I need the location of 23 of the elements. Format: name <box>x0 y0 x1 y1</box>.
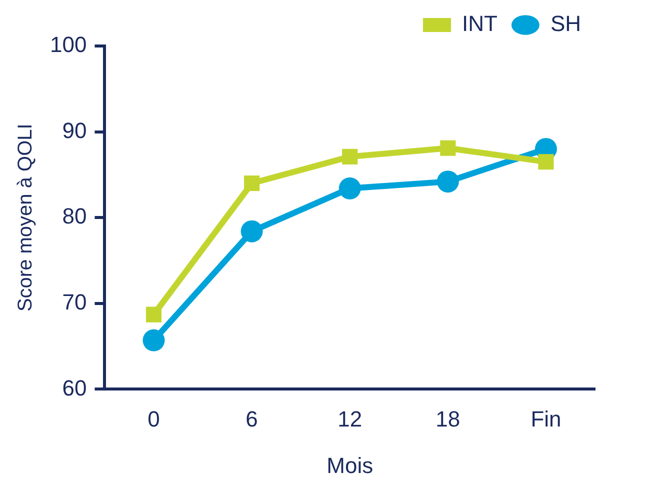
legend-label: INT <box>462 11 498 36</box>
point <box>146 306 162 322</box>
y-tick-label: 70 <box>62 289 87 314</box>
legend-label: SH <box>550 11 581 36</box>
x-tick-label: Fin <box>530 406 562 432</box>
x-tick-label: 6 <box>246 406 258 432</box>
y-tick-label: 80 <box>62 204 87 229</box>
y-tick-label: 90 <box>62 118 87 143</box>
y-tick-label: 100 <box>50 32 87 58</box>
y-axis-title: Score moyen à QOLI <box>14 124 37 312</box>
point <box>338 177 361 200</box>
point <box>436 170 459 193</box>
point <box>440 140 456 156</box>
x-tick-label: 18 <box>436 406 460 432</box>
point <box>142 329 165 352</box>
x-axis-title: Mois <box>326 452 374 478</box>
point <box>342 148 358 164</box>
point <box>240 220 263 242</box>
x-tick-label: 0 <box>148 406 160 432</box>
x-tick-label: 12 <box>338 406 362 432</box>
y-tick-label: 60 <box>62 375 87 400</box>
point <box>244 176 260 192</box>
point <box>538 154 554 170</box>
